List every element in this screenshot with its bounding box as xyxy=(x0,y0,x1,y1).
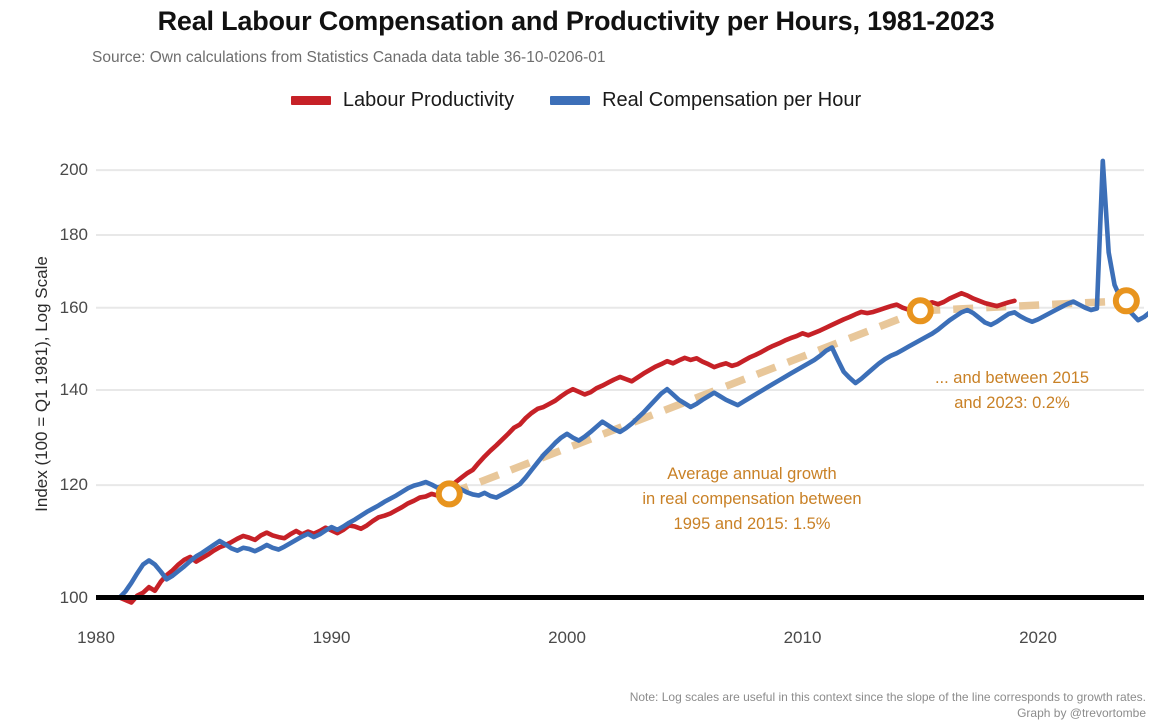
footer-credit: Graph by @trevortombe xyxy=(1017,706,1146,720)
annotation-1995-line1: Average annual growth xyxy=(667,465,837,483)
annotation-growth-1995-2015: Average annual growth in real compensati… xyxy=(612,462,892,537)
y-tick-label-200: 200 xyxy=(59,160,88,180)
annotation-growth-2015-2023: ... and between 2015 and 2023: 0.2% xyxy=(912,366,1112,416)
x-tick-label-1980: 1980 xyxy=(77,628,115,647)
legend-item-productivity[interactable]: Labour Productivity xyxy=(290,89,515,112)
legend-label-productivity: Labour Productivity xyxy=(342,89,515,111)
series-line-productivity xyxy=(117,290,1017,605)
series-lines xyxy=(117,158,1148,605)
marker-1995 xyxy=(435,480,463,508)
y-tick-label-120: 120 xyxy=(59,475,88,495)
legend-item-compensation[interactable]: Real Compensation per Hour xyxy=(550,89,861,112)
trend-lines xyxy=(447,297,1127,498)
x-tick-label-2010: 2010 xyxy=(783,628,822,647)
legend-label-compensation: Real Compensation per Hour xyxy=(602,89,862,111)
plot-svg xyxy=(96,158,1148,605)
series-line-compensation xyxy=(117,158,1148,600)
annotation-1995-line2: in real compensation between xyxy=(642,490,862,508)
chart-legend: Labour Productivity Real Compensation pe… xyxy=(0,89,1152,112)
y-tick-label-180: 180 xyxy=(59,225,88,245)
y-tick-label-160: 160 xyxy=(59,297,88,317)
trend-1995-2015 xyxy=(447,307,922,498)
x-tick-label-1990: 1990 xyxy=(312,628,351,647)
trend-2015-2023 xyxy=(920,297,1127,315)
legend-swatch-compensation xyxy=(550,96,591,105)
y-axis-ticks: 100 120 140 160 180 200 xyxy=(26,140,88,610)
trend-markers xyxy=(435,287,1140,508)
marker-2015 xyxy=(906,297,934,325)
y-tick-label-140: 140 xyxy=(59,380,88,400)
chart-subtitle: Source: Own calculations from Statistics… xyxy=(92,49,606,66)
annotation-2015-line1: ... and between 2015 xyxy=(934,369,1090,387)
x-tick-label-2020: 2020 xyxy=(1019,628,1057,647)
gridlines xyxy=(96,169,1144,487)
x-tick-label-2000: 2000 xyxy=(548,628,586,647)
x-axis-ticks: 1980 1990 2000 2010 2020 xyxy=(77,628,1148,654)
marker-2023 xyxy=(1112,287,1140,315)
annotation-2015-line2: and 2023: 0.2% xyxy=(954,394,1070,412)
legend-swatch-productivity xyxy=(290,96,331,105)
y-tick-label-100: 100 xyxy=(59,587,88,607)
chart-title: Real Labour Compensation and Productivit… xyxy=(157,6,995,36)
footer-note: Note: Log scales are useful in this cont… xyxy=(629,690,1146,704)
annotation-1995-line3: 1995 and 2015: 1.5% xyxy=(673,515,831,533)
plot-area xyxy=(96,140,1148,610)
